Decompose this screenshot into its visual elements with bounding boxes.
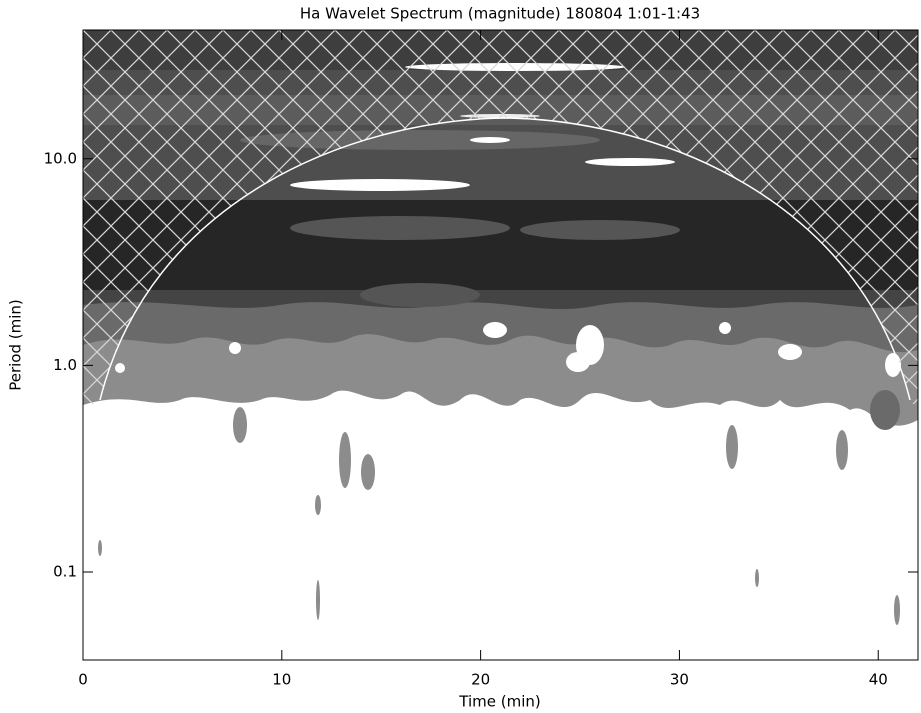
x-tick-label: 20: [471, 671, 490, 689]
y-tick-label: 10.0: [44, 149, 77, 167]
y-axis-label: Period (min): [7, 299, 25, 391]
plot-frame: [82, 29, 919, 661]
y-tick-label: 1.0: [53, 356, 77, 374]
x-tick-label: 30: [670, 671, 689, 689]
x-tick-label: 0: [78, 671, 88, 689]
chart-title: Ha Wavelet Spectrum (magnitude) 180804 1…: [300, 5, 700, 23]
x-axis-label: Time (min): [458, 693, 540, 711]
x-tick-label: 10: [272, 671, 291, 689]
y-tick-label: 0.1: [53, 562, 77, 580]
x-tick-label: 40: [869, 671, 888, 689]
spectrum: [83, 30, 918, 660]
